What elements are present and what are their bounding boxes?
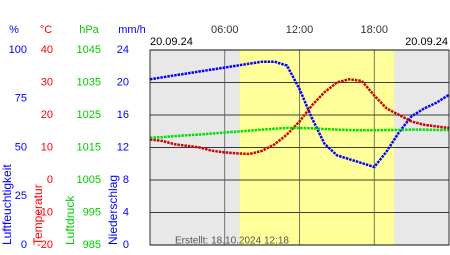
plot-border xyxy=(149,49,450,246)
y-tick-label: 995 xyxy=(83,206,101,218)
y-tick-label: 1015 xyxy=(77,141,101,153)
y-tick-label: 1045 xyxy=(77,44,101,56)
y-tick-label: 20 xyxy=(41,109,53,121)
y-tick-label: 16 xyxy=(117,109,129,121)
y-tick-label: 1005 xyxy=(77,174,101,186)
y-tick-label: -20 xyxy=(37,239,53,250)
y-tick-label: 985 xyxy=(83,239,101,250)
axis-title: Luftfeuchtigkeit xyxy=(0,164,14,245)
series-line xyxy=(149,60,450,169)
y-tick-label: 30 xyxy=(41,76,53,88)
y-tick-label: 8 xyxy=(123,174,129,186)
y-tick-label: 40 xyxy=(41,44,53,56)
y-tick-label: 10 xyxy=(41,141,53,153)
axis-unit: % xyxy=(9,24,19,36)
y-tick-label: 75 xyxy=(15,93,27,105)
axis-unit: mm/h xyxy=(118,24,146,36)
y-tick-label: 12 xyxy=(117,141,129,153)
y-tick-label: 4 xyxy=(123,206,129,218)
axis-title: Temperatur xyxy=(31,184,45,245)
axis-unit: °C xyxy=(40,24,52,36)
y-tick-label: 0 xyxy=(47,174,53,186)
y-tick-label: -10 xyxy=(37,206,53,218)
axis-unit: hPa xyxy=(79,24,99,36)
series-line xyxy=(149,78,450,156)
x-tick-label: 06:00 xyxy=(211,24,239,36)
y-tick-label: 1035 xyxy=(77,76,101,88)
y-tick-label: 25 xyxy=(15,190,27,202)
y-tick-label: 1025 xyxy=(77,109,101,121)
y-tick-label: 0 xyxy=(21,239,27,250)
series-line xyxy=(149,126,449,140)
y-tick-label: 24 xyxy=(117,44,129,56)
date-right: 20.09.24 xyxy=(405,36,448,48)
axis-title: Luftdruck xyxy=(63,195,77,245)
y-tick-label: 50 xyxy=(15,141,27,153)
axis-title: Niederschlag xyxy=(106,175,120,245)
date-left: 20.09.24 xyxy=(150,36,193,48)
x-tick-label: 12:00 xyxy=(286,24,314,36)
footer: Erstellt: 18.10.2024 12:18 xyxy=(175,236,289,247)
y-tick-label: 20 xyxy=(117,76,129,88)
x-tick-label: 18:00 xyxy=(360,24,388,36)
y-tick-label: 0 xyxy=(123,239,129,250)
y-tick-label: 100 xyxy=(9,44,27,56)
